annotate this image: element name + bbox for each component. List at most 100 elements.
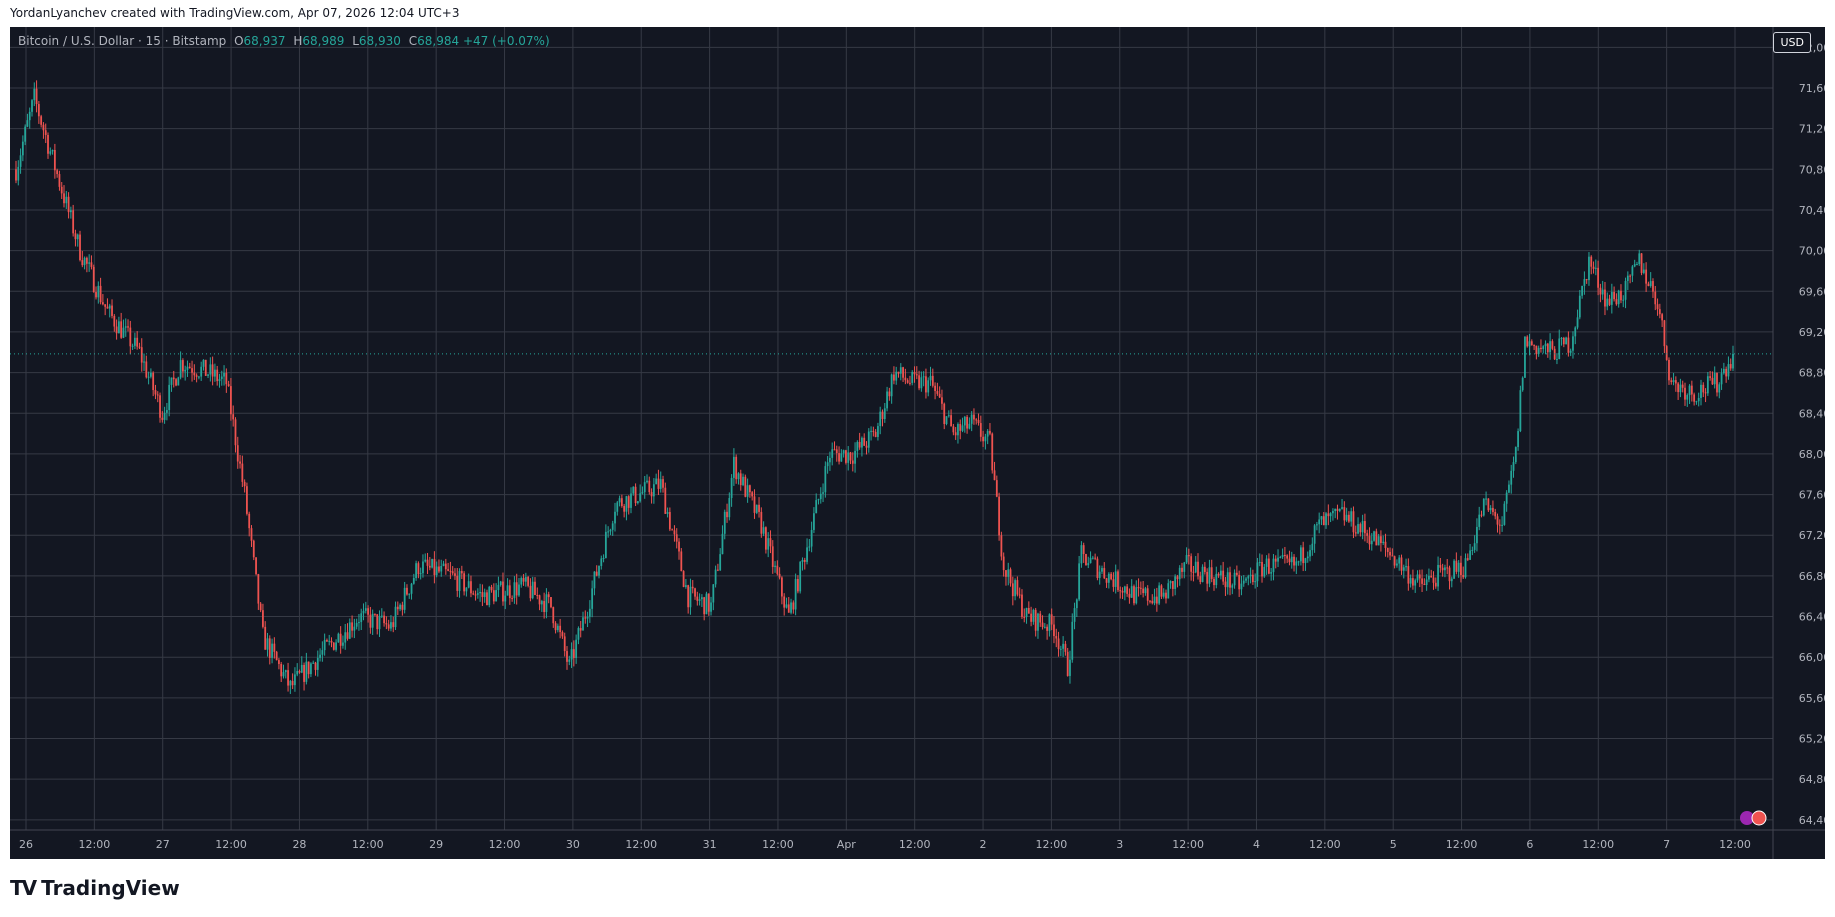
candle-body [346, 632, 349, 639]
candle [977, 413, 980, 426]
candle-body [801, 559, 804, 562]
candle-body [1315, 524, 1318, 526]
candle [1050, 608, 1053, 631]
candle [481, 584, 484, 607]
low-label: L [352, 34, 359, 48]
candle-body [1249, 574, 1252, 577]
candle [1112, 572, 1115, 592]
candle-body [266, 638, 269, 650]
candle-body [1288, 558, 1291, 563]
chart-frame[interactable]: 68,98410:42 64,40064,80065,20065,60066,0… [10, 27, 1825, 859]
candle [680, 548, 683, 572]
candle-body [1057, 638, 1060, 650]
candle-body [1366, 533, 1369, 536]
candle [710, 596, 712, 616]
candle-body [28, 111, 31, 121]
candle-body [634, 486, 637, 504]
candle [1716, 372, 1718, 397]
candle [227, 380, 230, 387]
price-chart[interactable]: 68,98410:42 64,40064,80065,20065,60066,0… [10, 27, 1825, 859]
candle-body [1521, 377, 1524, 391]
candle-body [1368, 535, 1371, 545]
candle [207, 373, 209, 379]
candle [193, 364, 196, 380]
candle [1201, 564, 1204, 583]
candle [550, 597, 552, 609]
candle [842, 449, 845, 458]
candle-body [351, 622, 353, 631]
candle-body [1089, 557, 1092, 564]
candle-body [326, 640, 328, 642]
candle [1261, 554, 1263, 583]
candle-body [1064, 643, 1067, 652]
candle-body [657, 478, 660, 489]
candle [296, 663, 299, 677]
candle [1638, 249, 1641, 266]
candle [246, 482, 248, 516]
candle-body [854, 450, 856, 464]
candle [444, 558, 447, 575]
candle [74, 229, 77, 247]
candle [1528, 333, 1531, 356]
candle-body [1055, 636, 1058, 639]
candle-body [623, 505, 626, 512]
candle [1697, 392, 1700, 407]
candle [678, 538, 680, 560]
candle-body [51, 149, 54, 152]
candle [534, 577, 536, 596]
candle [1684, 382, 1686, 406]
candle-body [1492, 507, 1494, 512]
candle [124, 318, 127, 337]
candle [410, 582, 413, 600]
candle [1210, 559, 1213, 583]
candle [353, 618, 356, 639]
candle [255, 557, 257, 576]
candle-body [1501, 524, 1503, 526]
candle [1462, 566, 1465, 580]
candle-body [81, 260, 84, 266]
candle [641, 486, 644, 495]
candle [728, 492, 731, 521]
candle-body [1720, 373, 1723, 385]
candle [1357, 517, 1359, 535]
candle [931, 368, 934, 388]
candle-body [1636, 264, 1638, 266]
candle-body [536, 595, 539, 597]
candle [492, 583, 495, 605]
candle [1334, 508, 1337, 519]
candle-body [895, 371, 898, 381]
candle [838, 446, 840, 465]
candle [623, 503, 626, 518]
candle-body [156, 394, 159, 396]
candle-body [1718, 384, 1721, 393]
candle-body [239, 461, 241, 464]
candle-body [1416, 574, 1419, 581]
candle [881, 409, 884, 427]
candle-body [572, 649, 575, 658]
candle [1649, 272, 1652, 288]
candle-body [449, 570, 452, 572]
candle [488, 585, 491, 608]
candle [1654, 285, 1657, 311]
candle-body [730, 477, 733, 499]
candle-body [97, 285, 100, 298]
candle [1706, 372, 1709, 396]
candle-body [207, 374, 209, 376]
candle [694, 587, 696, 600]
candle-body [1279, 556, 1282, 558]
candle [1693, 392, 1696, 406]
candle-body [1327, 513, 1330, 517]
candle [1672, 372, 1675, 386]
candle-body [787, 604, 790, 613]
currency-button[interactable]: USD [1773, 32, 1811, 53]
candle-body [1265, 558, 1268, 567]
candle [675, 528, 678, 549]
time-tick-label: 12:00 [215, 838, 247, 851]
candle-body [1178, 567, 1181, 580]
candle-body [598, 565, 600, 576]
candle-body [83, 257, 86, 266]
candle [230, 378, 232, 421]
candle [1299, 545, 1302, 566]
candle [44, 123, 47, 144]
candle-body [808, 546, 811, 548]
